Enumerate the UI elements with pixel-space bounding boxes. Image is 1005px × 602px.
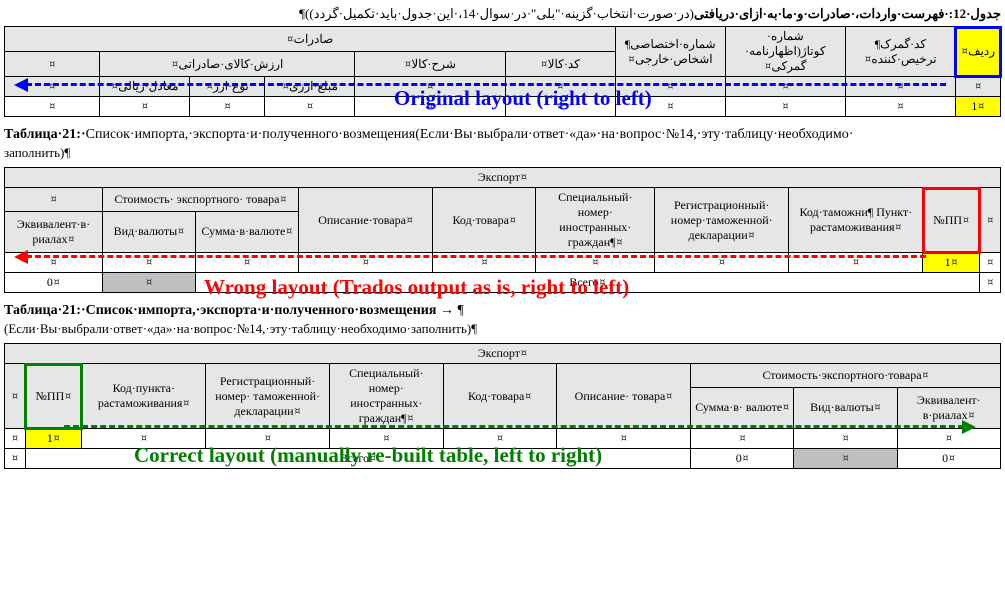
t1-h-extra: [5, 52, 100, 77]
t1-h-customs: کد·گمرک¶ ترخیص·کننده: [845, 27, 955, 77]
t1-h-amt: مبلغ·ارزی: [265, 77, 355, 97]
t2-h-type: Вид·валюты: [103, 211, 196, 252]
t2-zero: 0: [5, 273, 103, 293]
t1-h-desc: شرح·کالا: [355, 52, 505, 77]
t2-h-customs: Код·таможни¶ Пункт· растаможивания: [789, 188, 923, 253]
t2-h-desc: Описание·товара: [299, 188, 433, 253]
t1-row1: 1: [955, 97, 1000, 117]
t2-h-amt: Сумма·в·валюте: [195, 211, 298, 252]
t3-h-equiv: Эквивалент· в·риалах: [897, 387, 1000, 428]
t3-h-customs: Код·пункта· растаможивания: [82, 364, 206, 429]
t3-subtitle: (Если·Вы·выбрали·ответ·«да»·на·вопрос·№1…: [4, 321, 1001, 337]
t3-title: Таблица·21:·Список·импорта,·экспорта·и·п…: [4, 303, 1001, 319]
t1-h-type: نوع·ارز: [190, 77, 265, 97]
t2-total: Всего: [195, 273, 979, 293]
t1-h-value: ارزش·کالای·صادراتی: [100, 52, 355, 77]
t1-wrap: ردیف کد·گمرک¶ ترخیص·کننده شماره· کوتاژ(ا…: [4, 26, 1001, 117]
t3-h-export: Экспорт: [5, 344, 1001, 364]
t3-h-code: Код·товара: [443, 364, 557, 429]
t3-h-value: Стоимость·экспортного·товара: [691, 364, 1001, 388]
t1-h-code: کد·کالا: [505, 52, 615, 77]
t1-h-specnum: شماره·اختصاصی¶ اشخاص·خارجی: [615, 27, 725, 77]
t3-h-amt: Сумма·в· валюте: [691, 387, 794, 428]
t1-h-row: ردیف: [955, 27, 1000, 77]
t2-h-value: Стоимость· экспортного· товара: [103, 188, 299, 212]
t3-zero1: 0: [691, 449, 794, 469]
t2-row1: 1: [923, 253, 980, 273]
t2-title: Таблица·21:·Список·импорта,·экспорта·и·п…: [4, 127, 1001, 143]
t2-h-equiv: Эквивалент·в· риалах: [5, 211, 103, 252]
t3-h-row: №ПП: [25, 364, 82, 429]
t3-h-specnum: Специальный· номер· иностранных· граждан…: [330, 364, 444, 429]
t3-h-type: Вид·валюты: [794, 387, 897, 428]
t2-title2: заполнить)¶: [4, 145, 1001, 161]
t1-h-regnum: شماره· کوتاژ(اظهارنامه·گمرکی: [725, 27, 845, 77]
t1-title: جدول·12:·فهرست·واردات،·صادرات·و·ما·به·از…: [4, 6, 1001, 22]
t3-table: Экспорт №ПП Код·пункта· растаможивания Р…: [4, 343, 1001, 469]
t2-h-export: Экспорт: [5, 168, 1001, 188]
t2-h-code: Код·товара: [433, 188, 536, 253]
t1-table: ردیف کد·گمرک¶ ترخیص·کننده شماره· کوتاژ(ا…: [4, 26, 1001, 117]
t3-h-desc: Описание· товара: [557, 364, 691, 429]
t3-h-regnum: Регистрационный· номер· таможенной· декл…: [206, 364, 330, 429]
t3-wrap: Экспорт №ПП Код·пункта· растаможивания Р…: [4, 343, 1001, 469]
t2-h-row: №ПП: [923, 188, 980, 253]
t3-zero2: 0: [897, 449, 1000, 469]
t1-h-equiv: معادل·ریالی: [100, 77, 190, 97]
t1-h-export: صادرات: [5, 27, 616, 52]
t3-total: Всего: [25, 449, 691, 469]
t2-table: Экспорт Стоимость· экспортного· товара О…: [4, 167, 1001, 293]
t3-row1: 1: [25, 429, 82, 449]
t2-h-specnum: Специальный· номер· иностранных· граждан…: [536, 188, 655, 253]
t2-wrap: Экспорт Стоимость· экспортного· товара О…: [4, 167, 1001, 293]
t2-h-regnum: Регистрационный· номер·таможенной· декла…: [655, 188, 789, 253]
